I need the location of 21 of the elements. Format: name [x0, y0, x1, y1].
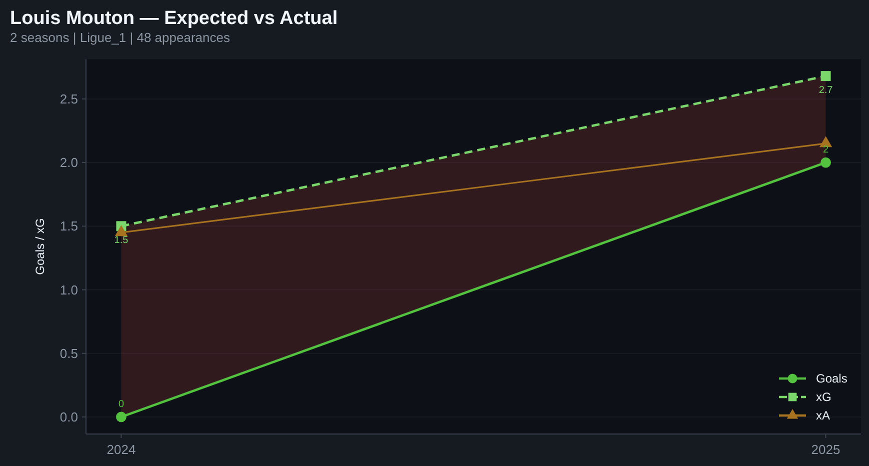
point	[116, 412, 126, 422]
legend-label: xA	[816, 408, 830, 423]
legend-label: Goals	[816, 372, 848, 386]
point	[820, 71, 831, 82]
legend-label: xG	[816, 390, 832, 404]
chart-title: Louis Mouton — Expected vs Actual	[10, 8, 338, 29]
y-tick-label: 2.5	[60, 91, 78, 106]
y-tick-label: 0.0	[60, 410, 78, 425]
data-label: 1.5	[114, 235, 129, 246]
x-tick-label: 2024	[106, 442, 136, 457]
data-label: 0	[118, 398, 124, 410]
y-tick-label: 1.5	[60, 218, 78, 234]
data-label: 2	[822, 144, 829, 156]
y-tick-label: 0.5	[60, 346, 78, 361]
y-tick-label: 1.0	[60, 282, 78, 298]
y-tick-label: 2.0	[60, 155, 78, 170]
y-axis-title: Goals / xG	[33, 218, 47, 275]
x-tick-label: 2025	[811, 442, 840, 457]
data-label: 2.7	[818, 85, 834, 96]
point	[820, 157, 831, 168]
chart-subtitle: 2 seasons | Ligue_1 | 48 appearances	[10, 30, 230, 45]
